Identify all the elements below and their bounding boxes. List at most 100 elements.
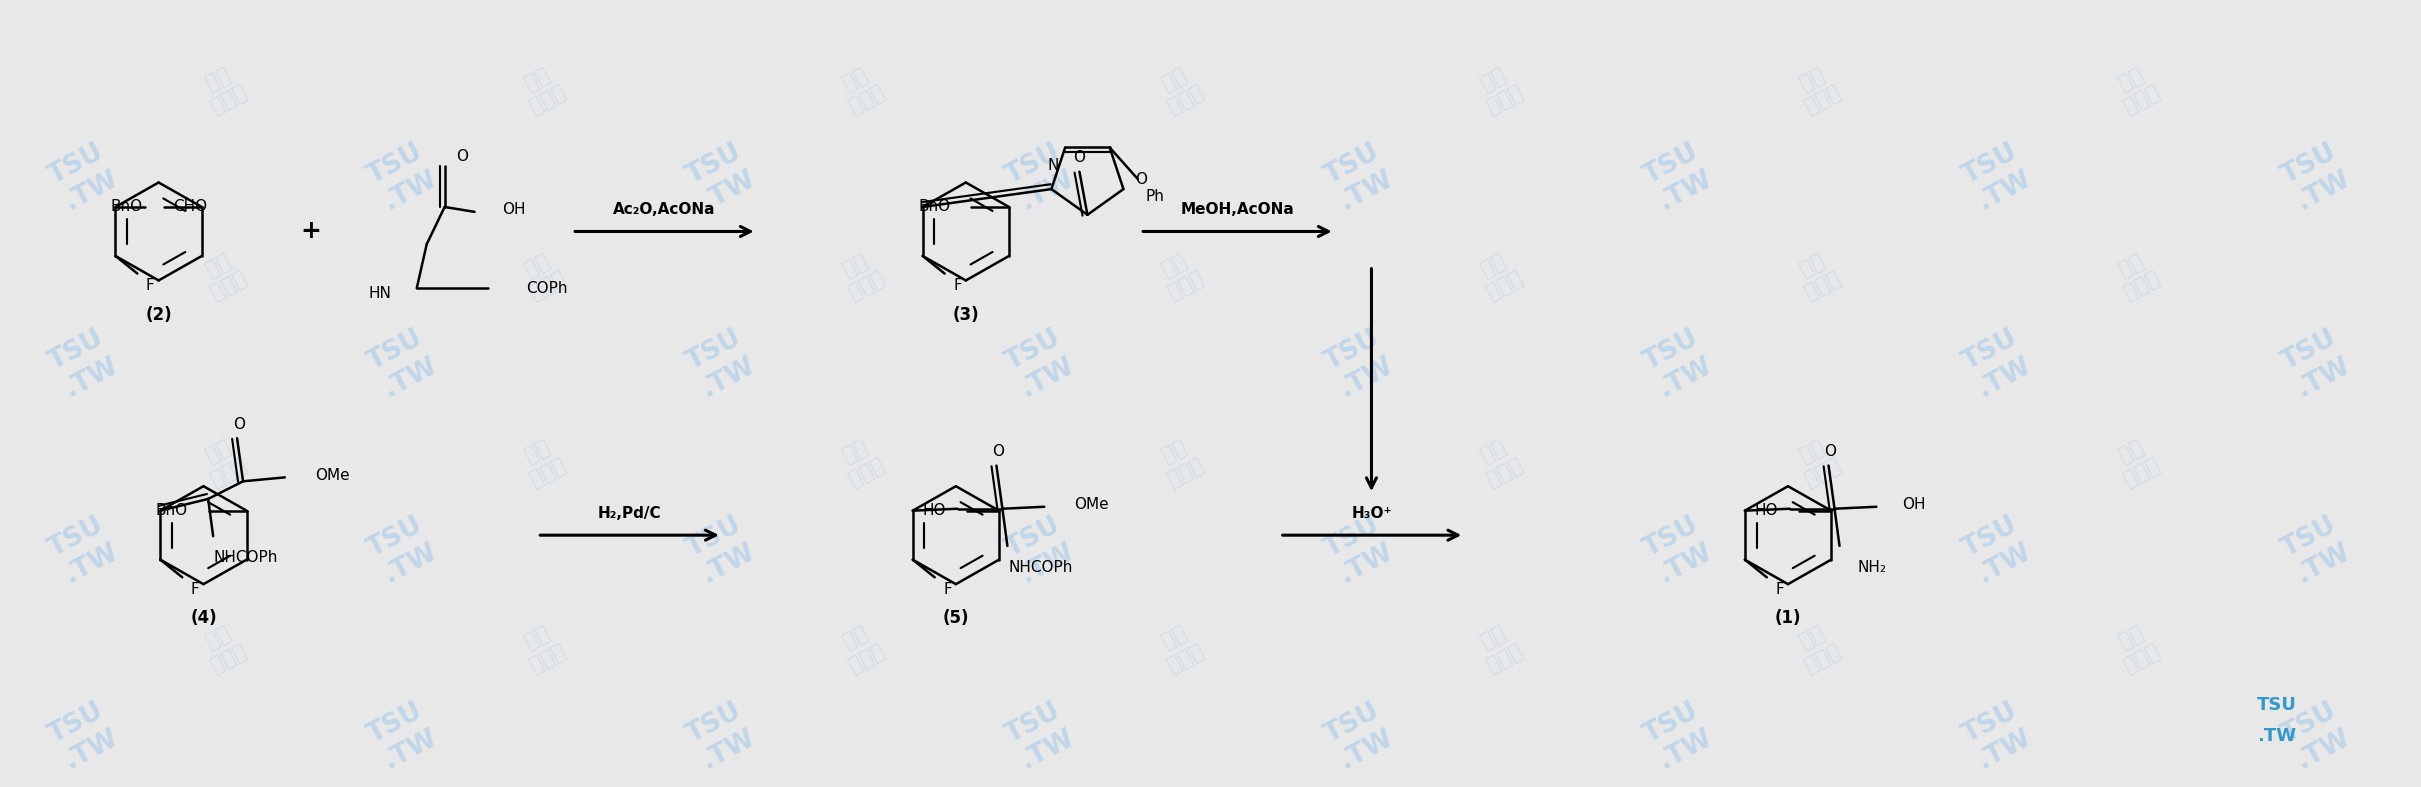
Text: O: O xyxy=(458,149,470,164)
Text: OH: OH xyxy=(504,202,525,217)
Text: TSU
.TW: TSU .TW xyxy=(1639,325,1716,402)
Text: .TW: .TW xyxy=(2256,727,2295,745)
Text: OH: OH xyxy=(1903,497,1925,512)
Text: TSU
.TW: TSU .TW xyxy=(1959,697,2036,774)
Text: BnO: BnO xyxy=(918,199,951,215)
Text: MeOH,AcONa: MeOH,AcONa xyxy=(1181,202,1295,217)
Text: 天山
医学院: 天山 医学院 xyxy=(1472,620,1525,676)
Text: TSU
.TW: TSU .TW xyxy=(1639,697,1716,774)
Text: O: O xyxy=(1825,445,1838,460)
Text: TSU
.TW: TSU .TW xyxy=(1319,697,1399,774)
Text: HO: HO xyxy=(922,503,947,518)
Text: TSU
.TW: TSU .TW xyxy=(1002,512,1080,589)
Text: TSU
.TW: TSU .TW xyxy=(46,139,123,216)
Text: TSU: TSU xyxy=(2256,696,2295,714)
Text: 天山
医学院: 天山 医学院 xyxy=(1152,434,1206,490)
Text: OMe: OMe xyxy=(1075,497,1109,512)
Text: TSU
.TW: TSU .TW xyxy=(363,325,441,402)
Text: (4): (4) xyxy=(191,609,218,627)
Text: 天山
医学院: 天山 医学院 xyxy=(1792,248,1845,304)
Text: F: F xyxy=(145,278,155,293)
Text: TSU
.TW: TSU .TW xyxy=(683,697,760,774)
Text: TSU
.TW: TSU .TW xyxy=(1639,139,1716,216)
Text: TSU
.TW: TSU .TW xyxy=(1319,325,1399,402)
Text: TSU
.TW: TSU .TW xyxy=(1959,325,2036,402)
Text: TSU
.TW: TSU .TW xyxy=(1319,512,1399,589)
Text: CHO: CHO xyxy=(174,199,208,215)
Text: COPh: COPh xyxy=(525,281,569,296)
Text: TSU
.TW: TSU .TW xyxy=(683,512,760,589)
Text: TSU
.TW: TSU .TW xyxy=(363,139,441,216)
Text: TSU
.TW: TSU .TW xyxy=(2278,512,2356,589)
Text: O: O xyxy=(993,445,1005,460)
Text: 天山
医学院: 天山 医学院 xyxy=(1152,248,1206,304)
Text: (2): (2) xyxy=(145,305,172,323)
Text: F: F xyxy=(944,582,951,597)
Text: F: F xyxy=(1775,582,1784,597)
Text: 天山
医学院: 天山 医学院 xyxy=(2111,620,2164,676)
Text: TSU
.TW: TSU .TW xyxy=(1959,512,2036,589)
Text: 天山
医学院: 天山 医学院 xyxy=(196,434,249,490)
Text: 天山
医学院: 天山 医学院 xyxy=(2111,248,2164,304)
Text: BnO: BnO xyxy=(111,199,143,215)
Text: TSU
.TW: TSU .TW xyxy=(46,325,123,402)
Text: F: F xyxy=(191,582,199,597)
Text: 天山
医学院: 天山 医学院 xyxy=(1792,434,1845,490)
Text: TSU
.TW: TSU .TW xyxy=(363,697,441,774)
Text: TSU
.TW: TSU .TW xyxy=(1639,512,1716,589)
Text: H₃O⁺: H₃O⁺ xyxy=(1351,506,1392,521)
Text: OMe: OMe xyxy=(315,468,349,483)
Text: TSU
.TW: TSU .TW xyxy=(1959,139,2036,216)
Text: 天山
医学院: 天山 医学院 xyxy=(835,61,889,117)
Text: HO: HO xyxy=(1755,503,1777,518)
Text: 天山
医学院: 天山 医学院 xyxy=(1472,434,1525,490)
Text: TSU
.TW: TSU .TW xyxy=(1319,139,1399,216)
Text: Ac₂O,AcONa: Ac₂O,AcONa xyxy=(613,202,717,217)
Text: 天山
医学院: 天山 医学院 xyxy=(1472,61,1525,117)
Text: 天山
医学院: 天山 医学院 xyxy=(1152,620,1206,676)
Text: TSU
.TW: TSU .TW xyxy=(2278,697,2356,774)
Text: 天山
医学院: 天山 医学院 xyxy=(516,248,569,304)
Text: TSU
.TW: TSU .TW xyxy=(1002,325,1080,402)
Text: 天山
医学院: 天山 医学院 xyxy=(516,620,569,676)
Text: 天山
医学院: 天山 医学院 xyxy=(196,248,249,304)
Text: TSU
.TW: TSU .TW xyxy=(363,512,441,589)
Text: TSU
.TW: TSU .TW xyxy=(683,325,760,402)
Text: 天山
医学院: 天山 医学院 xyxy=(516,61,569,117)
Text: NHCOPh: NHCOPh xyxy=(213,550,278,565)
Text: TSU
.TW: TSU .TW xyxy=(46,697,123,774)
Text: 天山
医学院: 天山 医学院 xyxy=(196,61,249,117)
Text: TSU
.TW: TSU .TW xyxy=(1002,697,1080,774)
Text: TSU
.TW: TSU .TW xyxy=(1002,139,1080,216)
Text: N: N xyxy=(1048,157,1058,172)
Text: O: O xyxy=(1073,150,1085,165)
Text: TSU
.TW: TSU .TW xyxy=(2278,325,2356,402)
Text: 天山
医学院: 天山 医学院 xyxy=(2111,61,2164,117)
Text: 天山
医学院: 天山 医学院 xyxy=(1792,620,1845,676)
Text: BnO: BnO xyxy=(155,503,189,518)
Text: 天山
医学院: 天山 医学院 xyxy=(2111,434,2164,490)
Text: HN: HN xyxy=(368,286,392,301)
Text: (1): (1) xyxy=(1775,609,1801,627)
Text: O: O xyxy=(1135,172,1148,187)
Text: H₂,Pd/C: H₂,Pd/C xyxy=(598,506,661,521)
Text: NH₂: NH₂ xyxy=(1857,560,1886,575)
Text: O: O xyxy=(232,417,245,432)
Text: +: + xyxy=(300,220,322,243)
Text: 天山
医学院: 天山 医学院 xyxy=(835,620,889,676)
Text: 天山
医学院: 天山 医学院 xyxy=(1792,61,1845,117)
Text: 天山
医学院: 天山 医学院 xyxy=(835,434,889,490)
Text: 天山
医学院: 天山 医学院 xyxy=(1472,248,1525,304)
Text: TSU
.TW: TSU .TW xyxy=(46,512,123,589)
Text: 天山
医学院: 天山 医学院 xyxy=(835,248,889,304)
Text: (5): (5) xyxy=(942,609,968,627)
Text: TSU
.TW: TSU .TW xyxy=(683,139,760,216)
Text: 天山
医学院: 天山 医学院 xyxy=(516,434,569,490)
Text: 天山
医学院: 天山 医学院 xyxy=(1152,61,1206,117)
Text: 天山
医学院: 天山 医学院 xyxy=(196,620,249,676)
Text: NHCOPh: NHCOPh xyxy=(1007,560,1073,575)
Text: (3): (3) xyxy=(951,305,978,323)
Text: Ph: Ph xyxy=(1145,189,1165,204)
Text: F: F xyxy=(954,278,961,293)
Text: TSU
.TW: TSU .TW xyxy=(2278,139,2356,216)
